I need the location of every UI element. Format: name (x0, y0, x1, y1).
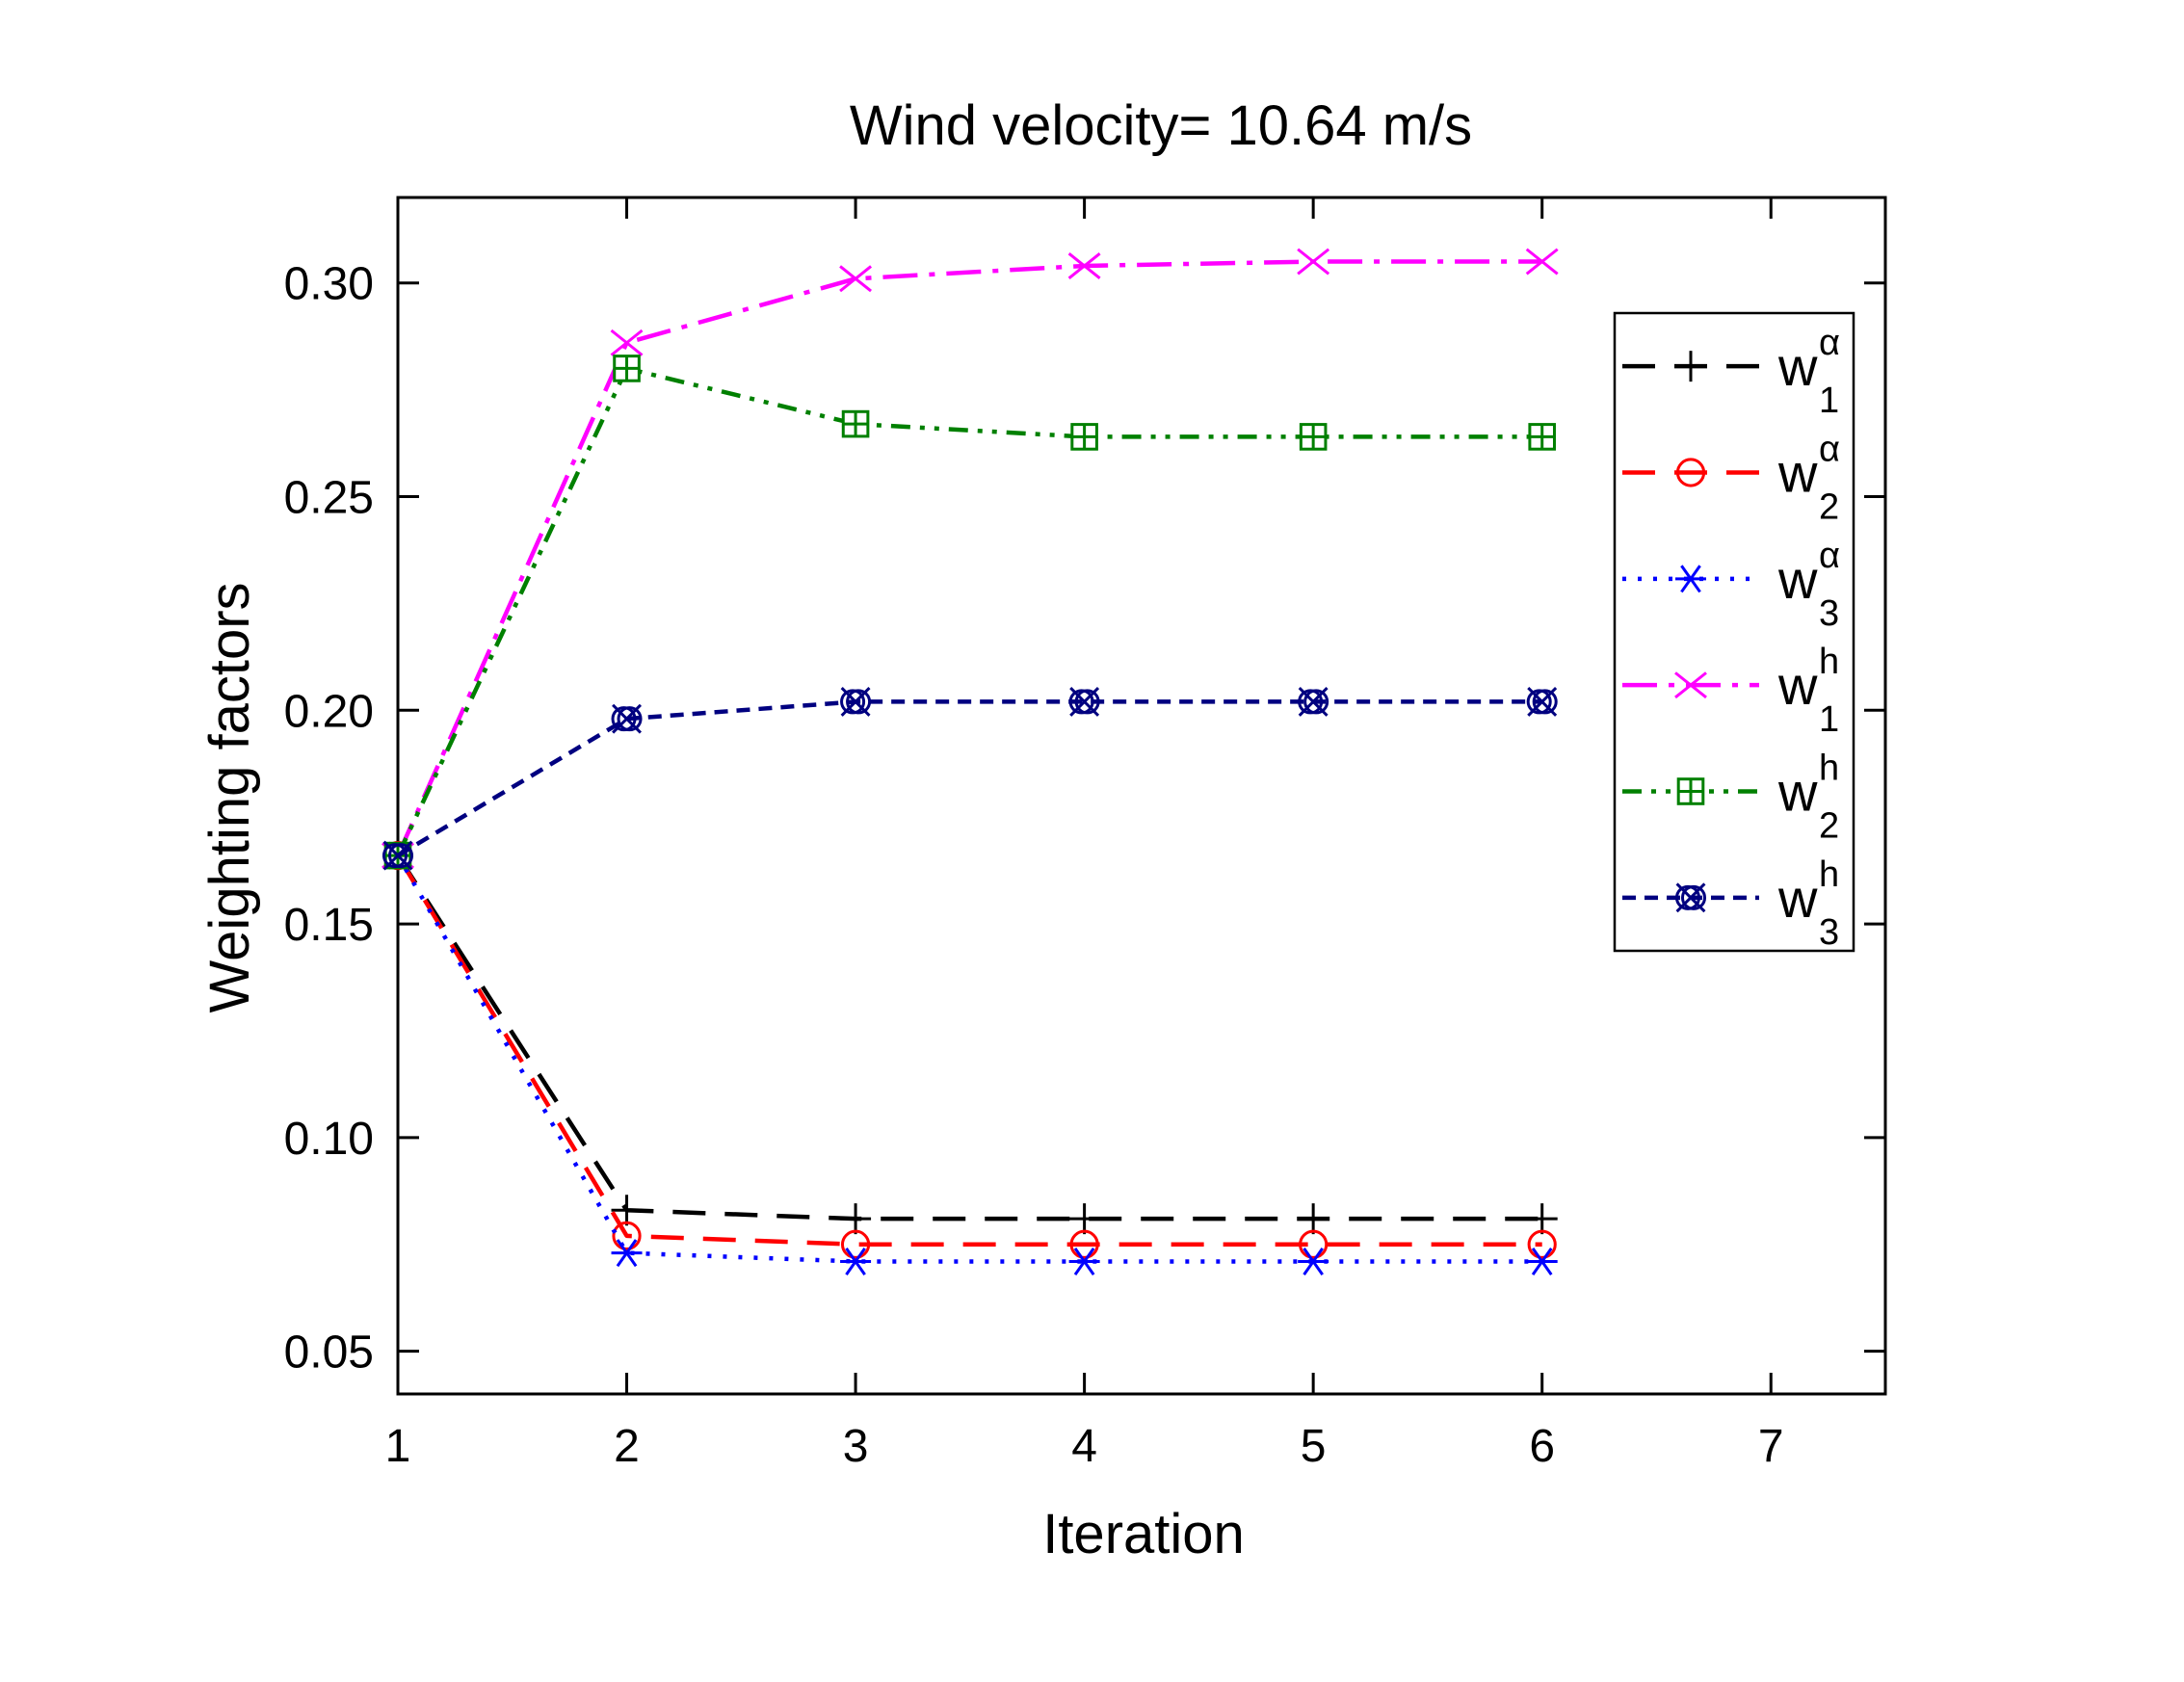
legend-sub: 3 (1819, 912, 1839, 953)
x-tick-label: 7 (1758, 1421, 1784, 1472)
legend-label: w (1777, 868, 1818, 929)
legend-marker (1674, 882, 1707, 913)
legend-marker (1675, 458, 1706, 487)
legend-marker (1676, 777, 1705, 805)
y-tick-label: 0.30 (284, 259, 374, 310)
data-point (1297, 248, 1330, 276)
x-tick-label: 6 (1529, 1421, 1555, 1472)
x-tick-label: 4 (1071, 1421, 1097, 1472)
series-5 (383, 355, 1556, 870)
series-line (396, 699, 1542, 858)
data-point (612, 1221, 642, 1250)
data-point (841, 409, 870, 438)
data-point (840, 686, 872, 717)
legend-marker (1675, 565, 1706, 593)
series-line (396, 854, 1542, 1222)
data-point (610, 329, 644, 356)
legend-box (1613, 311, 1855, 953)
series-2 (382, 841, 1557, 1259)
x-tick-label: 5 (1301, 1421, 1327, 1472)
legend-label: w (1777, 443, 1818, 504)
legend-item-6: w h 3 (1622, 854, 1839, 953)
legend-sup: α (1819, 536, 1840, 576)
data-point (839, 265, 873, 293)
legend-sub: 1 (1819, 699, 1839, 740)
data-point (1526, 1248, 1558, 1275)
data-point (840, 1229, 871, 1259)
legend: w α1w α2w α3w h1w h2w h3 (1613, 311, 1855, 953)
data-point (1068, 1203, 1100, 1235)
legend-sup: h (1819, 749, 1839, 789)
y-tick-label: 0.20 (284, 686, 374, 737)
series-line (395, 259, 1542, 857)
data-point (1298, 1248, 1329, 1275)
series-6 (382, 686, 1558, 871)
data-point (1298, 686, 1329, 717)
data-point (1526, 686, 1558, 717)
data-point (1299, 423, 1328, 451)
legend-label: w (1777, 762, 1818, 823)
legend-sup: h (1819, 642, 1839, 682)
x-tick-label: 2 (614, 1421, 640, 1472)
data-point (1526, 1203, 1558, 1235)
chart-title: Wind velocity= 10.64 m/s (850, 94, 1472, 157)
data-point (611, 1195, 643, 1226)
legend-sub: 1 (1819, 381, 1839, 421)
legend-item-5: w h 2 (1622, 749, 1839, 847)
data-point (840, 1203, 872, 1235)
data-point (1299, 1229, 1329, 1259)
legend-label: w (1777, 549, 1818, 610)
series-line (396, 854, 1542, 1247)
x-tick-label: 1 (385, 1421, 411, 1472)
legend-item-2: w α 2 (1622, 430, 1840, 528)
legend-sub: 2 (1819, 806, 1839, 847)
data-point (611, 703, 643, 734)
x-tick-label: 3 (843, 1421, 869, 1472)
series-line (395, 366, 1542, 857)
data-point (1068, 686, 1100, 717)
data-point (1068, 1248, 1100, 1275)
legend-sup: α (1819, 323, 1840, 363)
plot-area: 1 2 3 4 5 6 7 0.05 0.10 0.15 0.20 0.25 0.30 (284, 196, 1887, 1472)
series-1 (382, 840, 1558, 1235)
data-point (1067, 252, 1101, 279)
y-axis-title: Weighting factors (198, 582, 261, 1012)
data-point (613, 355, 641, 382)
series-4 (382, 248, 1559, 870)
legend-label: w (1777, 336, 1818, 397)
data-point (382, 840, 414, 871)
data-point (840, 1248, 872, 1275)
legend-sup: α (1819, 430, 1840, 470)
series-line (396, 854, 1542, 1264)
data-point (611, 1239, 643, 1268)
legend-sub: 2 (1819, 487, 1839, 528)
data-point (1069, 1229, 1099, 1259)
y-tick-label: 0.05 (284, 1327, 374, 1379)
y-tick-label: 0.10 (284, 1114, 374, 1165)
legend-marker (1675, 351, 1706, 382)
data-point (1528, 423, 1556, 451)
plot-frame (396, 196, 1887, 1396)
data-point (1525, 248, 1559, 276)
legend-item-4: w h 1 (1622, 642, 1839, 740)
y-tick-label: 0.15 (284, 900, 374, 951)
data-point (1070, 423, 1098, 451)
y-tick-label: 0.25 (284, 473, 374, 524)
legend-item-1: w α 1 (1622, 323, 1840, 421)
legend-marker (1674, 671, 1707, 699)
data-point (1298, 1203, 1329, 1235)
legend-sup: h (1819, 854, 1839, 895)
x-axis-title: Iteration (1042, 1503, 1245, 1565)
series-3 (382, 841, 1558, 1275)
data-point (1527, 1229, 1557, 1259)
legend-sub: 3 (1819, 593, 1839, 634)
legend-label: w (1777, 655, 1818, 716)
legend-item-3: w α 3 (1622, 536, 1840, 634)
